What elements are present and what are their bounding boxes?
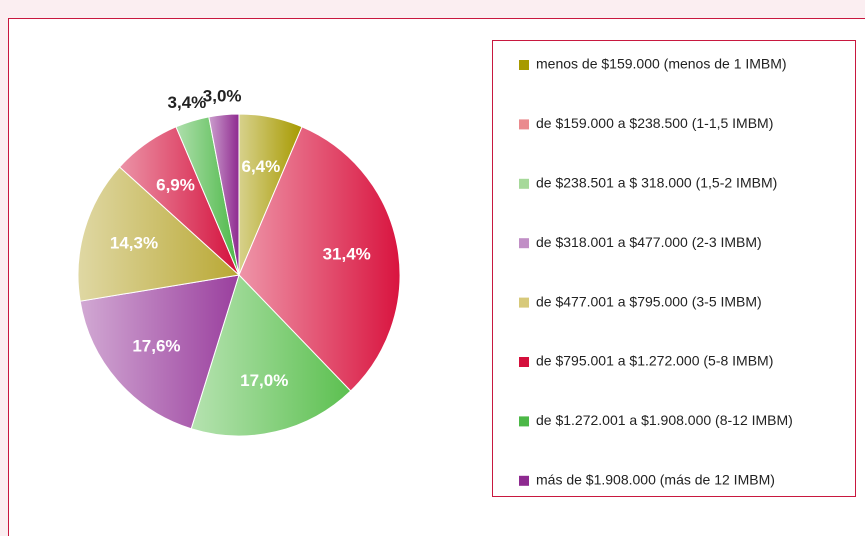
slice-shade (175, 116, 239, 276)
legend-swatch (519, 475, 529, 486)
slice-shade (239, 126, 400, 391)
slice-shade (191, 275, 351, 436)
value-label: 6,4% (241, 157, 280, 176)
legend-swatch (519, 297, 529, 308)
value-label: 17,6% (132, 336, 180, 355)
slice-shade (119, 126, 239, 275)
legend-label: de $477.001 a $795.000 (3-5 IMBM) (536, 293, 762, 309)
value-label: 17,0% (240, 371, 288, 390)
value-label: 6,9% (156, 175, 195, 194)
slice-shade (80, 275, 240, 429)
legend-swatch (519, 238, 529, 249)
legend-swatch (519, 60, 529, 70)
legend-swatch (519, 178, 529, 189)
slice-shade (239, 114, 303, 275)
slice-shade (208, 114, 239, 275)
legend-swatch (519, 416, 529, 427)
legend-label: de $238.501 a $ 318.000 (1,5-2 IMBM) (536, 175, 777, 191)
value-label: 31,4% (323, 245, 371, 264)
value-label: 3,4% (168, 93, 207, 112)
legend-label: de $1.272.001 a $1.908.000 (8-12 IMBM) (536, 412, 793, 428)
legend-label: de $318.001 a $477.000 (2-3 IMBM) (536, 234, 762, 250)
legend-label: menos de $159.000 (menos de 1 IMBM) (536, 56, 787, 72)
legend-label: de $159.000 a $238.500 (1-1,5 IMBM) (536, 115, 773, 131)
value-label: 3,0% (203, 86, 242, 105)
legend-label: más de $1.908.000 (más de 12 IMBM) (536, 472, 775, 488)
legend-box (492, 40, 856, 497)
slice-shade (78, 167, 240, 302)
legend-swatch (519, 119, 529, 130)
legend-label: de $795.001 a $1.272.000 (5-8 IMBM) (536, 353, 773, 369)
legend-swatch (519, 357, 529, 367)
value-label: 14,3% (110, 234, 158, 253)
